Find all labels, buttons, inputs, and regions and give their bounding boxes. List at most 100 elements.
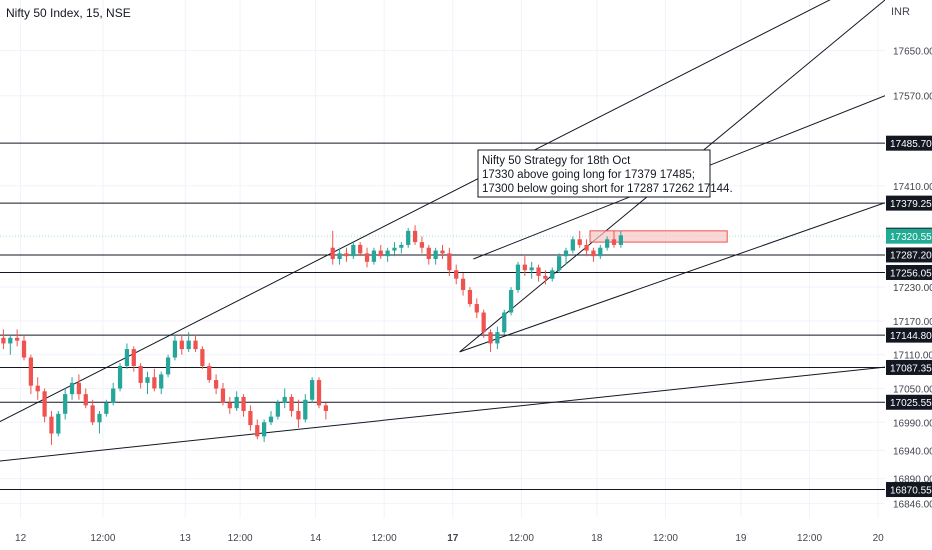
- price-label-text: 17025.55: [890, 398, 932, 409]
- trendline: [0, 0, 831, 423]
- candle-body: [15, 337, 20, 341]
- price-label-box: [886, 394, 932, 410]
- candle-body: [186, 340, 191, 350]
- candle-body: [21, 340, 27, 358]
- candle-body: [117, 365, 123, 389]
- candle-body: [440, 250, 445, 254]
- price-label-text: 17379.25: [890, 199, 932, 210]
- x-tick-label: 18: [591, 533, 603, 544]
- candle-body: [454, 270, 459, 279]
- price-label-box: [886, 359, 932, 375]
- candle-body: [63, 394, 68, 414]
- y-tick-label: 16940.00: [893, 446, 932, 457]
- candle-body: [605, 239, 610, 248]
- trendline: [0, 366, 885, 462]
- candle-body: [481, 312, 486, 333]
- candle-body: [550, 270, 555, 279]
- candle-body: [543, 275, 548, 279]
- time-axis[interactable]: 12 12:00 13 12:00 14 12:00 17 12:00 18 12:00 19 12:…: [15, 533, 884, 544]
- candle-body: [447, 253, 452, 271]
- candle-body: [618, 235, 623, 245]
- x-tick-label: 19: [735, 533, 747, 544]
- candle-body: [165, 357, 171, 375]
- candle-body: [289, 396, 294, 412]
- candle-body: [488, 332, 493, 344]
- candle-body: [344, 253, 349, 257]
- candle-body: [282, 396, 287, 403]
- candle-body: [28, 357, 33, 386]
- candle-body: [124, 349, 130, 366]
- candle-body: [529, 267, 534, 271]
- candle-body: [69, 382, 75, 395]
- candle-body: [508, 289, 514, 313]
- candle-body: [364, 253, 370, 262]
- candle-body: [138, 365, 143, 383]
- candle-body: [275, 402, 280, 417]
- candle-body: [419, 242, 425, 248]
- candle-body: [412, 230, 418, 243]
- candle-body: [378, 250, 383, 257]
- candle-body: [611, 239, 617, 245]
- candle-body: [337, 253, 342, 259]
- candle-body: [515, 264, 521, 290]
- supply-zone-rect: [589, 230, 728, 243]
- candle-body: [358, 244, 363, 254]
- candle-body: [385, 250, 390, 257]
- candle-body: [296, 411, 301, 420]
- candle-body: [1, 337, 6, 344]
- candle-body: [213, 380, 219, 389]
- candle-body: [145, 377, 150, 383]
- candle-body: [563, 250, 569, 257]
- candle-body: [522, 264, 527, 271]
- candle-body: [227, 402, 232, 409]
- x-tick-label: 12:00: [509, 533, 534, 544]
- candle-body: [268, 416, 274, 423]
- candle-body: [577, 239, 582, 245]
- candle-body: [570, 239, 575, 251]
- y-tick-label: 17230.00: [893, 283, 932, 294]
- currency-label: INR: [891, 6, 910, 18]
- x-tick-label: 14: [310, 533, 322, 544]
- price-label-box: [886, 247, 932, 263]
- candle-body: [467, 289, 473, 305]
- x-tick-label: 12:00: [228, 533, 253, 544]
- candle-body: [303, 399, 308, 420]
- candle-body: [200, 349, 205, 366]
- candle-body: [42, 391, 47, 417]
- candle-body: [35, 385, 40, 392]
- candle-body: [591, 250, 596, 257]
- price-label-box: [886, 264, 932, 280]
- y-tick-label: 17570.00: [893, 92, 932, 103]
- candle-body: [426, 247, 431, 259]
- candle-body: [193, 340, 198, 350]
- candle-body: [392, 247, 397, 251]
- candle-body: [536, 267, 541, 276]
- price-label-text: 17485.70: [890, 139, 932, 150]
- candles: [1, 225, 623, 445]
- candle-body: [584, 244, 589, 251]
- candle-body: [406, 230, 411, 245]
- annotation-line: 17300 below going short for 17287 17262 …: [482, 183, 733, 195]
- candle-body: [179, 340, 184, 350]
- price-label-box: [886, 195, 932, 211]
- price-axis[interactable]: 17650.00 17570.00 17410.00 17230.00 17170.00…: [886, 47, 932, 511]
- candle-body: [399, 244, 404, 248]
- price-label-box: [886, 135, 932, 151]
- y-tick-label: 17110.00: [893, 351, 932, 362]
- candle-body: [104, 402, 109, 414]
- candle-body: [371, 250, 377, 262]
- annotation-line: 17330 above going long for 17379 17485;: [482, 169, 695, 181]
- candle-body: [474, 304, 479, 313]
- price-label-text: 17087.35: [890, 363, 932, 374]
- x-tick-label: 12:00: [90, 533, 115, 544]
- price-label-box: [886, 482, 932, 498]
- trendlines: [0, 0, 885, 462]
- strategy-annotation: Nifty 50 Strategy for 18th Oct 17330 abov…: [477, 149, 733, 198]
- x-tick-label: 13: [180, 533, 192, 544]
- price-label-text: 17287.20: [890, 251, 932, 262]
- candle-body: [255, 425, 260, 437]
- x-tick-label: 12: [15, 533, 27, 544]
- price-label-box: [886, 228, 932, 244]
